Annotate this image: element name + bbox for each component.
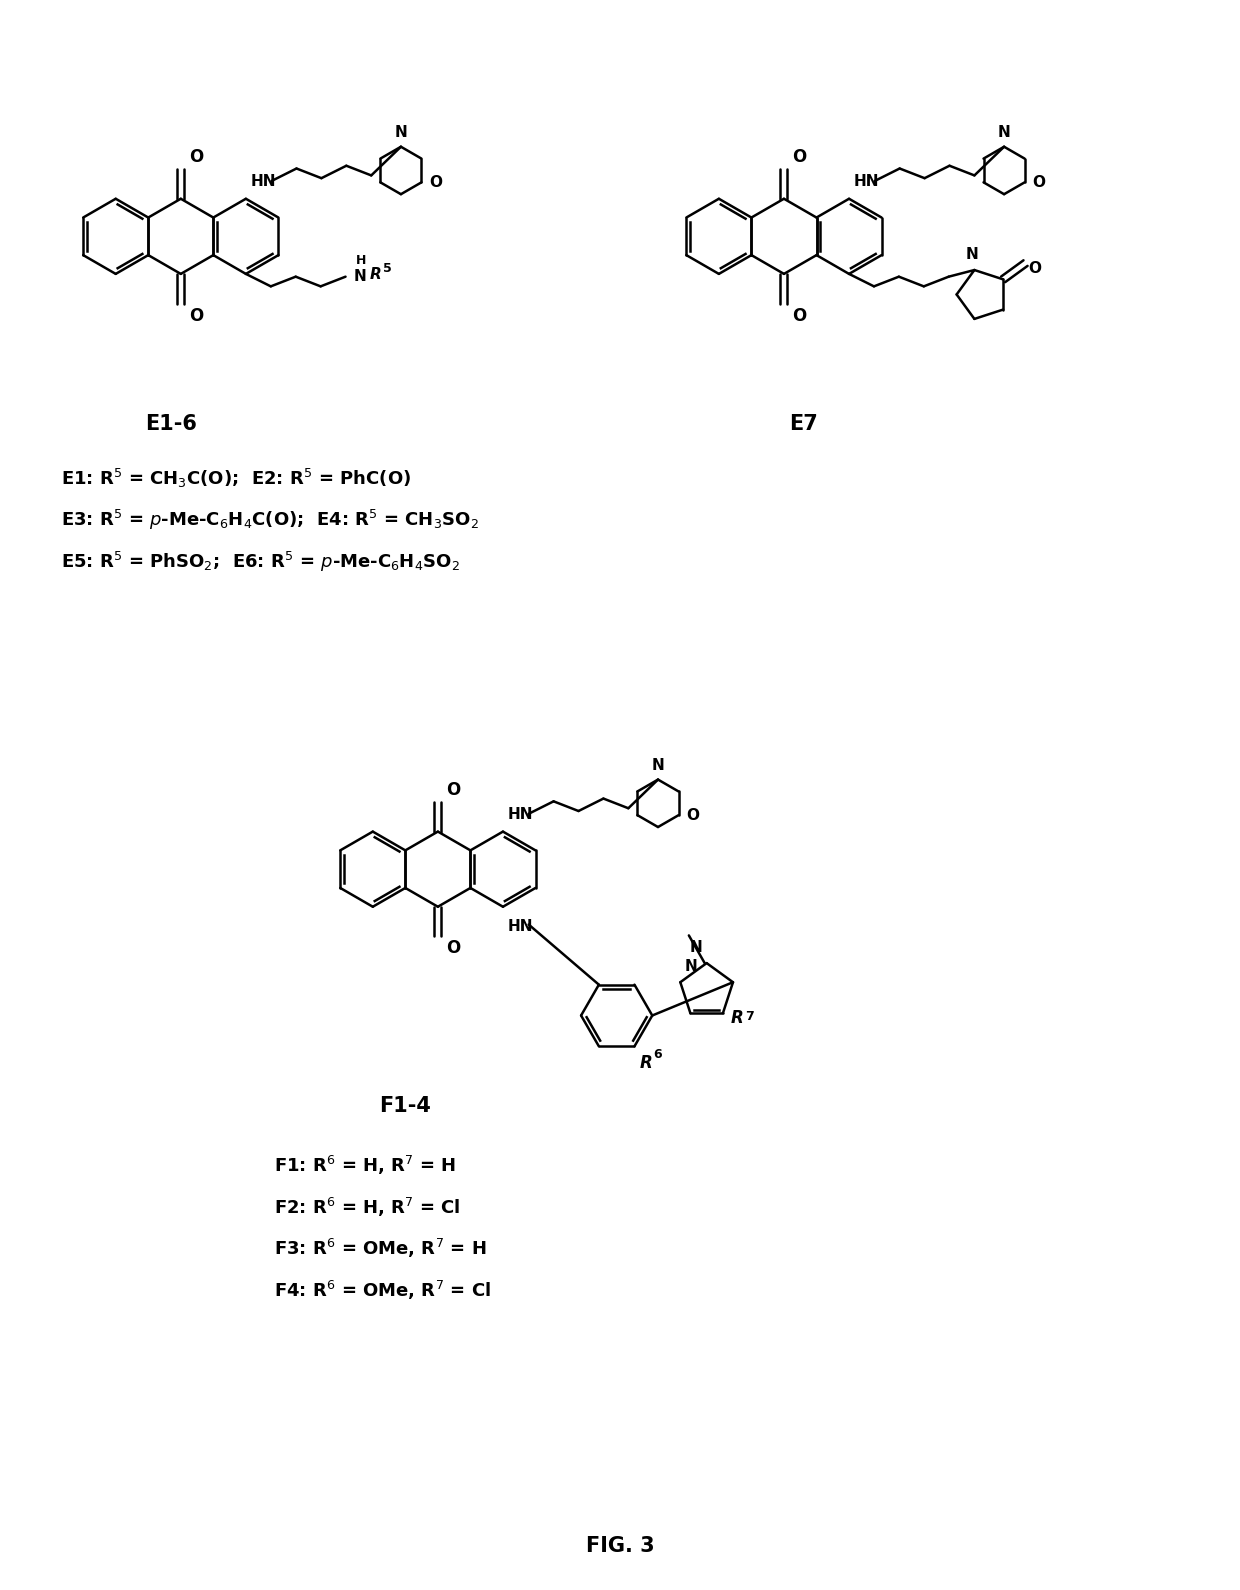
Text: H: H — [356, 254, 366, 267]
Text: FIG. 3: FIG. 3 — [585, 1536, 655, 1557]
Text: F2: R$^{6}$ = H, R$^{7}$ = Cl: F2: R$^{6}$ = H, R$^{7}$ = Cl — [274, 1196, 460, 1220]
Text: O: O — [792, 307, 806, 324]
Text: R: R — [730, 1010, 744, 1027]
Text: HN: HN — [508, 806, 533, 822]
Text: O: O — [446, 781, 460, 798]
Text: 7: 7 — [745, 1010, 754, 1024]
Text: N: N — [689, 940, 703, 956]
Text: R: R — [370, 267, 381, 281]
Text: E7: E7 — [790, 415, 818, 434]
Text: 6: 6 — [653, 1048, 662, 1061]
Text: E1: R$^{5}$ = CH$_{3}$C(O);  E2: R$^{5}$ = PhC(O): E1: R$^{5}$ = CH$_{3}$C(O); E2: R$^{5}$ … — [61, 467, 412, 490]
Text: E1-6: E1-6 — [145, 415, 197, 434]
Text: O: O — [188, 307, 203, 324]
Text: N: N — [652, 758, 665, 773]
Text: O: O — [792, 148, 806, 165]
Text: O: O — [687, 808, 699, 822]
Text: F1: R$^{6}$ = H, R$^{7}$ = H: F1: R$^{6}$ = H, R$^{7}$ = H — [274, 1154, 456, 1177]
Text: O: O — [429, 175, 443, 189]
Text: HN: HN — [508, 919, 533, 933]
Text: E5: R$^{5}$ = PhSO$_{2}$;  E6: R$^{5}$ = $p$-Me-C$_{6}$H$_{4}$SO$_{2}$: E5: R$^{5}$ = PhSO$_{2}$; E6: R$^{5}$ = … — [61, 550, 460, 574]
Text: 5: 5 — [383, 262, 392, 275]
Text: F1-4: F1-4 — [379, 1097, 432, 1116]
Text: N: N — [998, 126, 1011, 140]
Text: O: O — [1033, 175, 1045, 189]
Text: F4: R$^{6}$ = OMe, R$^{7}$ = Cl: F4: R$^{6}$ = OMe, R$^{7}$ = Cl — [274, 1278, 491, 1302]
Text: O: O — [446, 940, 460, 957]
Text: HN: HN — [854, 173, 879, 189]
Text: N: N — [353, 269, 366, 285]
Text: O: O — [1028, 261, 1042, 275]
Text: E3: R$^{5}$ = $p$-Me-C$_{6}$H$_{4}$C(O);  E4: R$^{5}$ = CH$_{3}$SO$_{2}$: E3: R$^{5}$ = $p$-Me-C$_{6}$H$_{4}$C(O);… — [61, 509, 479, 533]
Text: HN: HN — [250, 173, 277, 189]
Text: R: R — [640, 1054, 652, 1072]
Text: N: N — [966, 246, 978, 262]
Text: O: O — [188, 148, 203, 165]
Text: F3: R$^{6}$ = OMe, R$^{7}$ = H: F3: R$^{6}$ = OMe, R$^{7}$ = H — [274, 1237, 486, 1261]
Text: N: N — [394, 126, 407, 140]
Text: N: N — [684, 959, 697, 975]
